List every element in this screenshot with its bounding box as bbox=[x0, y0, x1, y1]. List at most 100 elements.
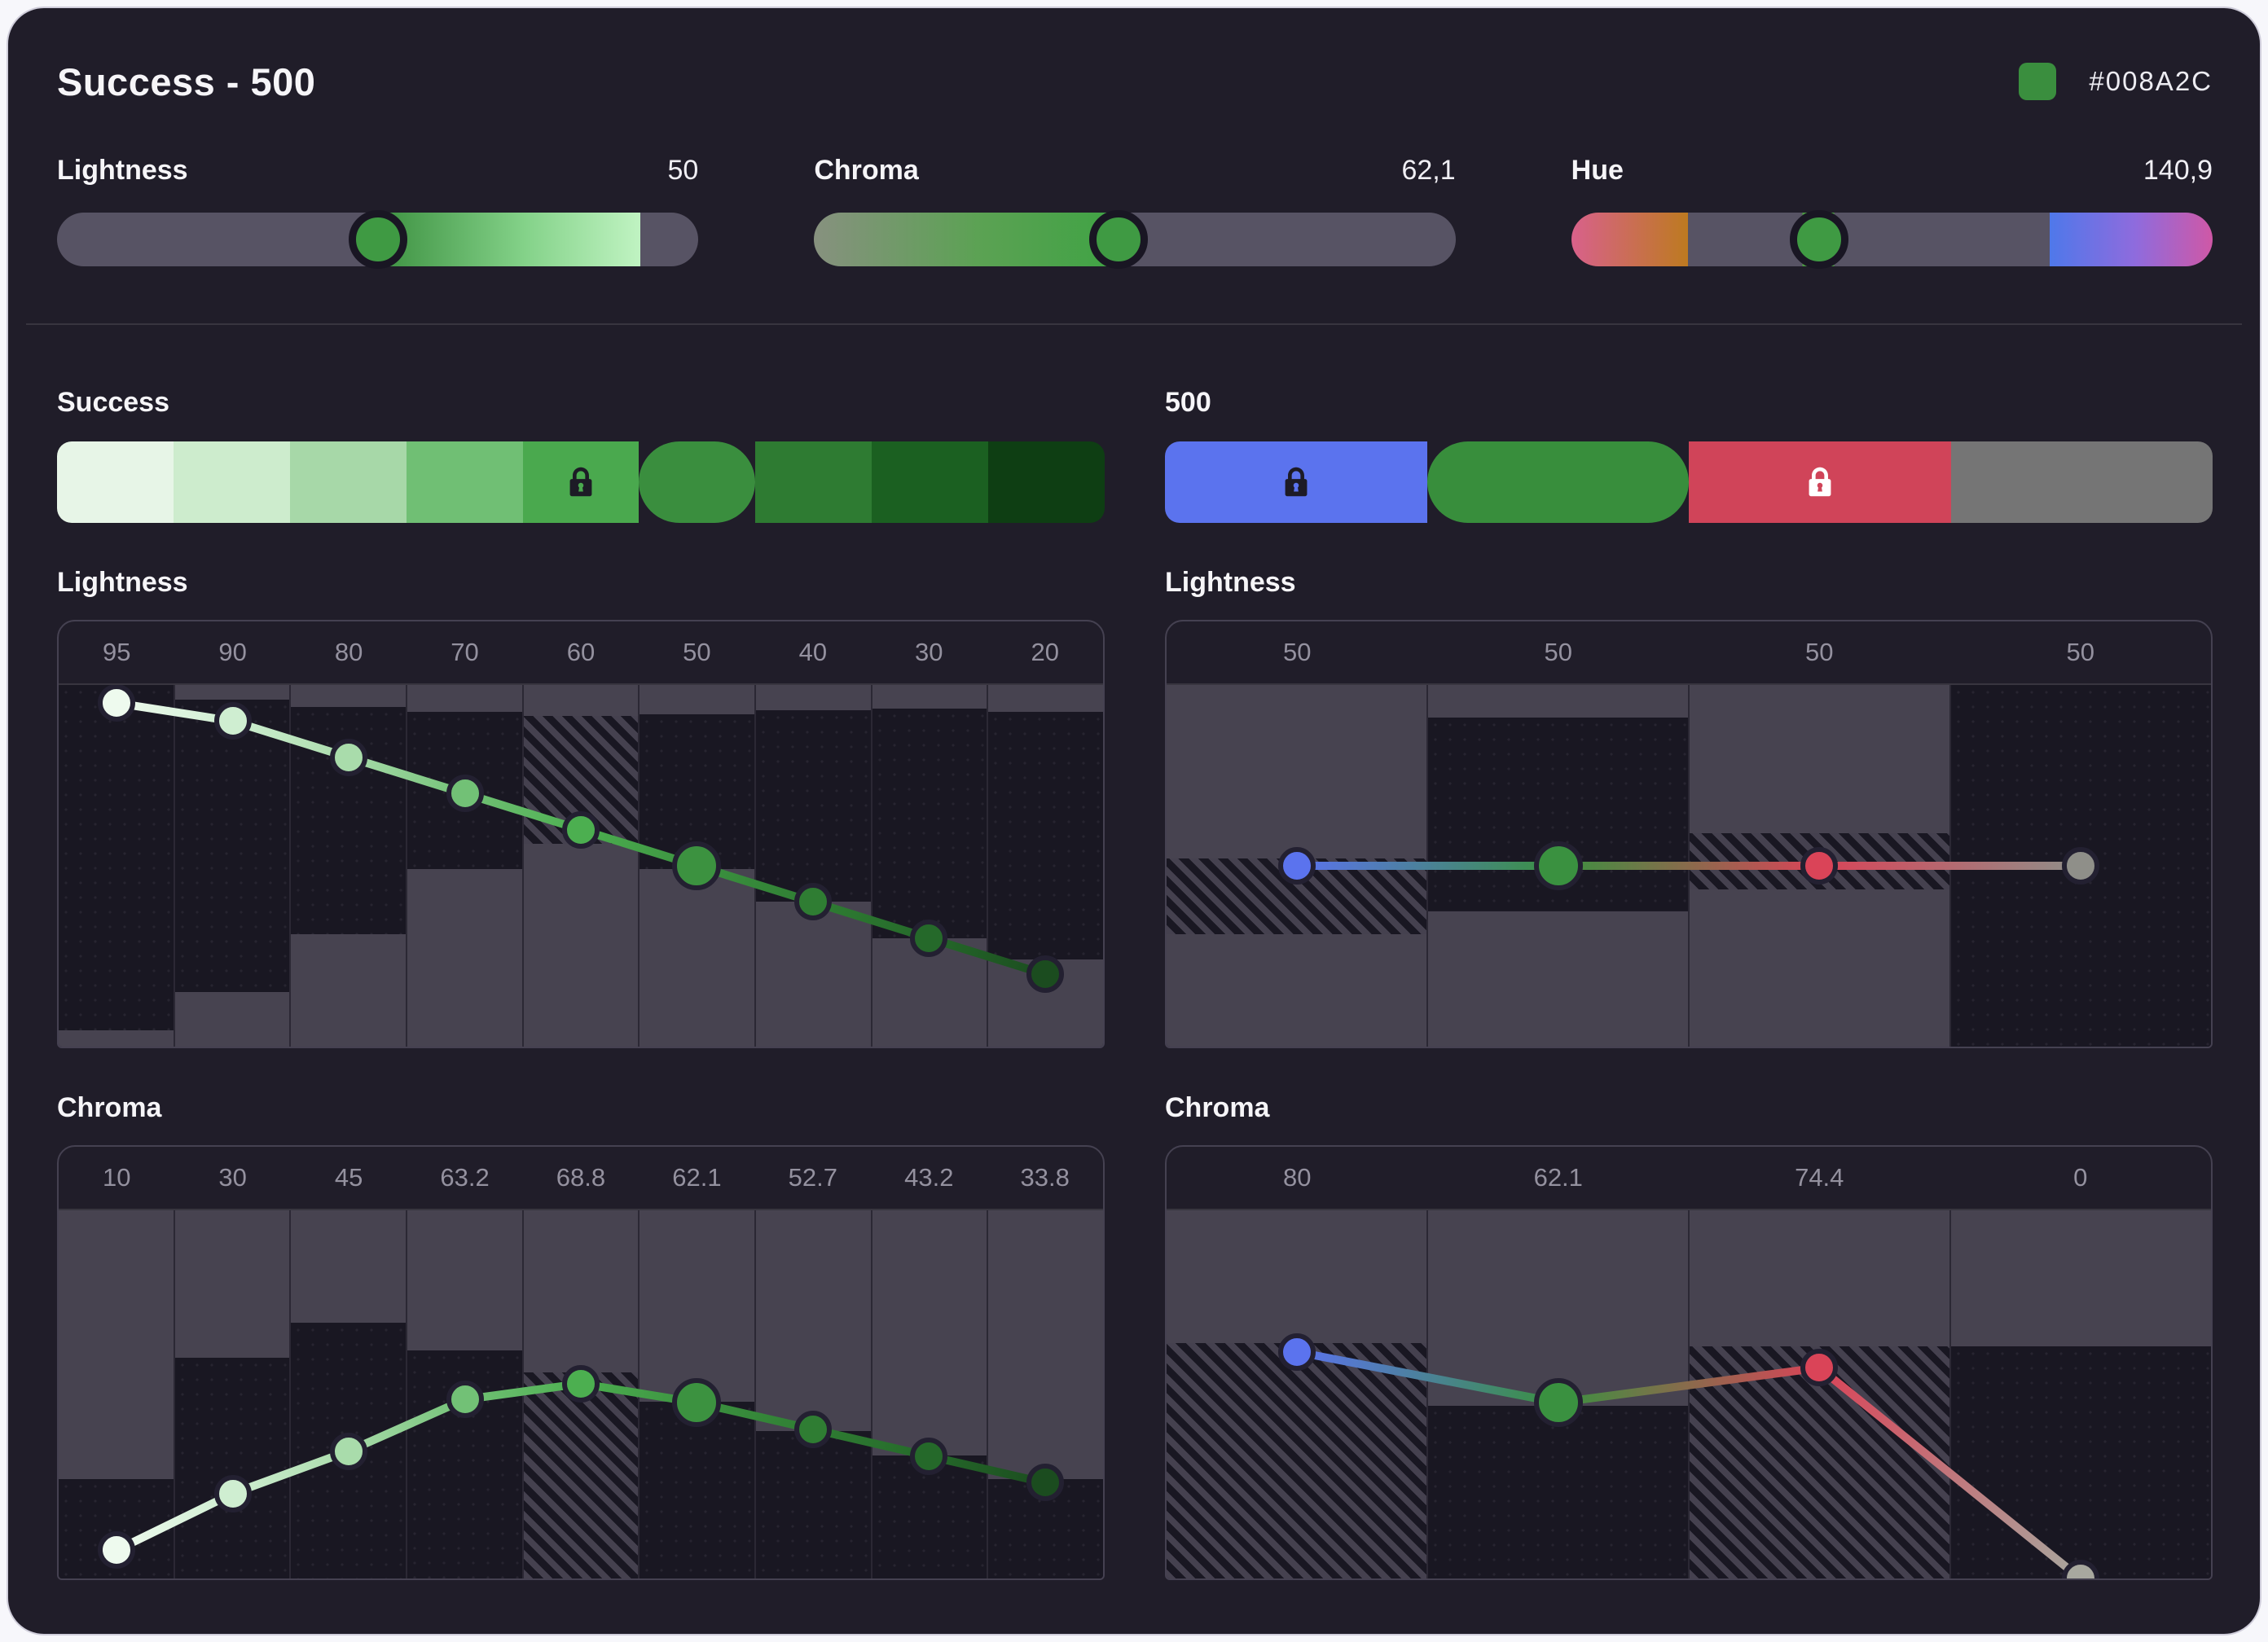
gray-zone bbox=[523, 1210, 639, 1372]
chart-column[interactable] bbox=[754, 685, 871, 1047]
dark-zone bbox=[640, 1402, 755, 1578]
column-value-label: 50 bbox=[1283, 638, 1312, 666]
slider-track[interactable] bbox=[1571, 210, 2213, 269]
slider-label: Hue bbox=[1571, 155, 1624, 186]
slider-thumb[interactable] bbox=[1790, 210, 1849, 269]
swatch[interactable] bbox=[57, 441, 174, 523]
chart-point[interactable] bbox=[446, 775, 484, 813]
palette-row bbox=[1165, 441, 2213, 523]
swatch[interactable] bbox=[755, 441, 872, 523]
chart-point[interactable] bbox=[446, 1381, 484, 1419]
swatch[interactable] bbox=[289, 441, 407, 523]
chart-column[interactable] bbox=[754, 1210, 871, 1578]
chart-card: 95 90 80 70 60 50 40 30 20 bbox=[57, 620, 1105, 1048]
swatch-selected[interactable] bbox=[639, 441, 756, 523]
chart-point[interactable] bbox=[330, 1432, 368, 1470]
column-value-label: 60 bbox=[566, 638, 596, 666]
gray-zone bbox=[1167, 685, 1426, 859]
chart-point-selected[interactable] bbox=[1533, 1378, 1583, 1428]
swatch[interactable] bbox=[1950, 441, 2213, 523]
chart-point[interactable] bbox=[2061, 847, 2099, 885]
slider-thumb[interactable] bbox=[1089, 210, 1149, 269]
swatch[interactable] bbox=[988, 441, 1105, 523]
swatch[interactable] bbox=[522, 441, 640, 523]
slider-value: 62,1 bbox=[1401, 155, 1456, 186]
chart-column[interactable] bbox=[987, 685, 1103, 1047]
column-value-label: 80 bbox=[334, 638, 363, 666]
chart-point[interactable] bbox=[1800, 847, 1839, 885]
palette-row bbox=[57, 441, 1105, 523]
chart-point[interactable] bbox=[1026, 1464, 1064, 1502]
chart-column[interactable] bbox=[638, 1210, 755, 1578]
gray-zone bbox=[291, 685, 407, 707]
slider-lightness: Lightness 50 bbox=[57, 155, 699, 269]
chart-point-selected[interactable] bbox=[672, 841, 722, 890]
swatch[interactable] bbox=[1165, 441, 1427, 523]
gray-zone bbox=[872, 685, 987, 709]
chart-column[interactable] bbox=[1688, 685, 1949, 1047]
chart-point-selected[interactable] bbox=[1533, 841, 1583, 890]
gray-zone bbox=[988, 1210, 1103, 1479]
gray-zone bbox=[1690, 889, 1949, 1047]
chart-point[interactable] bbox=[213, 702, 252, 740]
column-value-label: 62.1 bbox=[1533, 1163, 1583, 1192]
column-value-label: 10 bbox=[102, 1163, 131, 1192]
chart-point[interactable] bbox=[1278, 847, 1316, 885]
column-value-label: 74.4 bbox=[1795, 1163, 1844, 1192]
swatch[interactable] bbox=[1689, 441, 1951, 523]
chart-point[interactable] bbox=[910, 1437, 948, 1475]
gray-zone bbox=[1428, 911, 1688, 1047]
chart-column[interactable] bbox=[987, 1210, 1103, 1578]
chart-column[interactable] bbox=[1167, 1210, 1426, 1578]
gray-zone bbox=[523, 685, 639, 716]
chart-column[interactable] bbox=[638, 685, 755, 1047]
chart-point[interactable] bbox=[910, 919, 948, 957]
chart-point[interactable] bbox=[562, 1364, 600, 1403]
chart-column[interactable] bbox=[870, 1210, 987, 1578]
chart-point[interactable] bbox=[98, 685, 136, 722]
chart-point[interactable] bbox=[2061, 1560, 2099, 1578]
chart-column[interactable] bbox=[521, 1210, 639, 1578]
gray-zone bbox=[1167, 1210, 1426, 1343]
palette-editor-window: Success - 500 #008A2C Lightness 50 Chroma 6… bbox=[7, 7, 2261, 1635]
chart-point[interactable] bbox=[1026, 955, 1064, 994]
dark-zone bbox=[1951, 1346, 2211, 1578]
chart-point[interactable] bbox=[330, 738, 368, 776]
chart-point-selected[interactable] bbox=[672, 1378, 722, 1428]
slider-thumb[interactable] bbox=[348, 210, 407, 269]
gray-zone bbox=[640, 869, 755, 1047]
chart-point[interactable] bbox=[213, 1474, 252, 1512]
chart-header: 50 50 50 50 bbox=[1167, 621, 2211, 683]
hatch-zone bbox=[523, 1372, 639, 1578]
dark-zone bbox=[756, 1431, 871, 1578]
chart-column[interactable] bbox=[870, 685, 987, 1047]
chart-point[interactable] bbox=[793, 1410, 832, 1448]
gray-zone bbox=[407, 869, 522, 1047]
chart-chroma-2: Chroma 10 30 45 63.2 68.8 62.1 52.7 43.2 33.8 bbox=[57, 1092, 1105, 1580]
chart-point[interactable] bbox=[793, 883, 832, 921]
column-value-label: 95 bbox=[102, 638, 131, 666]
chart-point[interactable] bbox=[98, 1531, 136, 1570]
chart-point[interactable] bbox=[1278, 1332, 1316, 1371]
gray-zone bbox=[756, 685, 871, 711]
charts-grid: Lightness 95 90 80 70 60 50 40 30 20 Lightness 50 50… bbox=[57, 567, 2213, 1580]
column-value-label: 63.2 bbox=[440, 1163, 490, 1192]
chart-column[interactable] bbox=[1688, 1210, 1949, 1578]
chart-column[interactable] bbox=[1426, 1210, 1688, 1578]
chart-point[interactable] bbox=[562, 810, 600, 849]
chart-title: Chroma bbox=[1165, 1092, 1270, 1123]
swatch[interactable] bbox=[872, 441, 989, 523]
lch-sliders: Lightness 50 Chroma 62,1 Hue 140,9 bbox=[57, 155, 2213, 269]
slider-track[interactable] bbox=[814, 210, 1456, 269]
chart-point[interactable] bbox=[1800, 1349, 1839, 1387]
chart-column[interactable] bbox=[1949, 1210, 2211, 1578]
chart-column[interactable] bbox=[289, 1210, 407, 1578]
chart-column[interactable] bbox=[173, 685, 290, 1047]
current-color-swatch[interactable] bbox=[2019, 63, 2057, 100]
slider-track[interactable] bbox=[57, 210, 699, 269]
swatch-selected[interactable] bbox=[1426, 441, 1689, 523]
swatch[interactable] bbox=[173, 441, 290, 523]
chart-column[interactable] bbox=[173, 1210, 290, 1578]
chart-column[interactable] bbox=[59, 685, 174, 1047]
swatch[interactable] bbox=[406, 441, 523, 523]
